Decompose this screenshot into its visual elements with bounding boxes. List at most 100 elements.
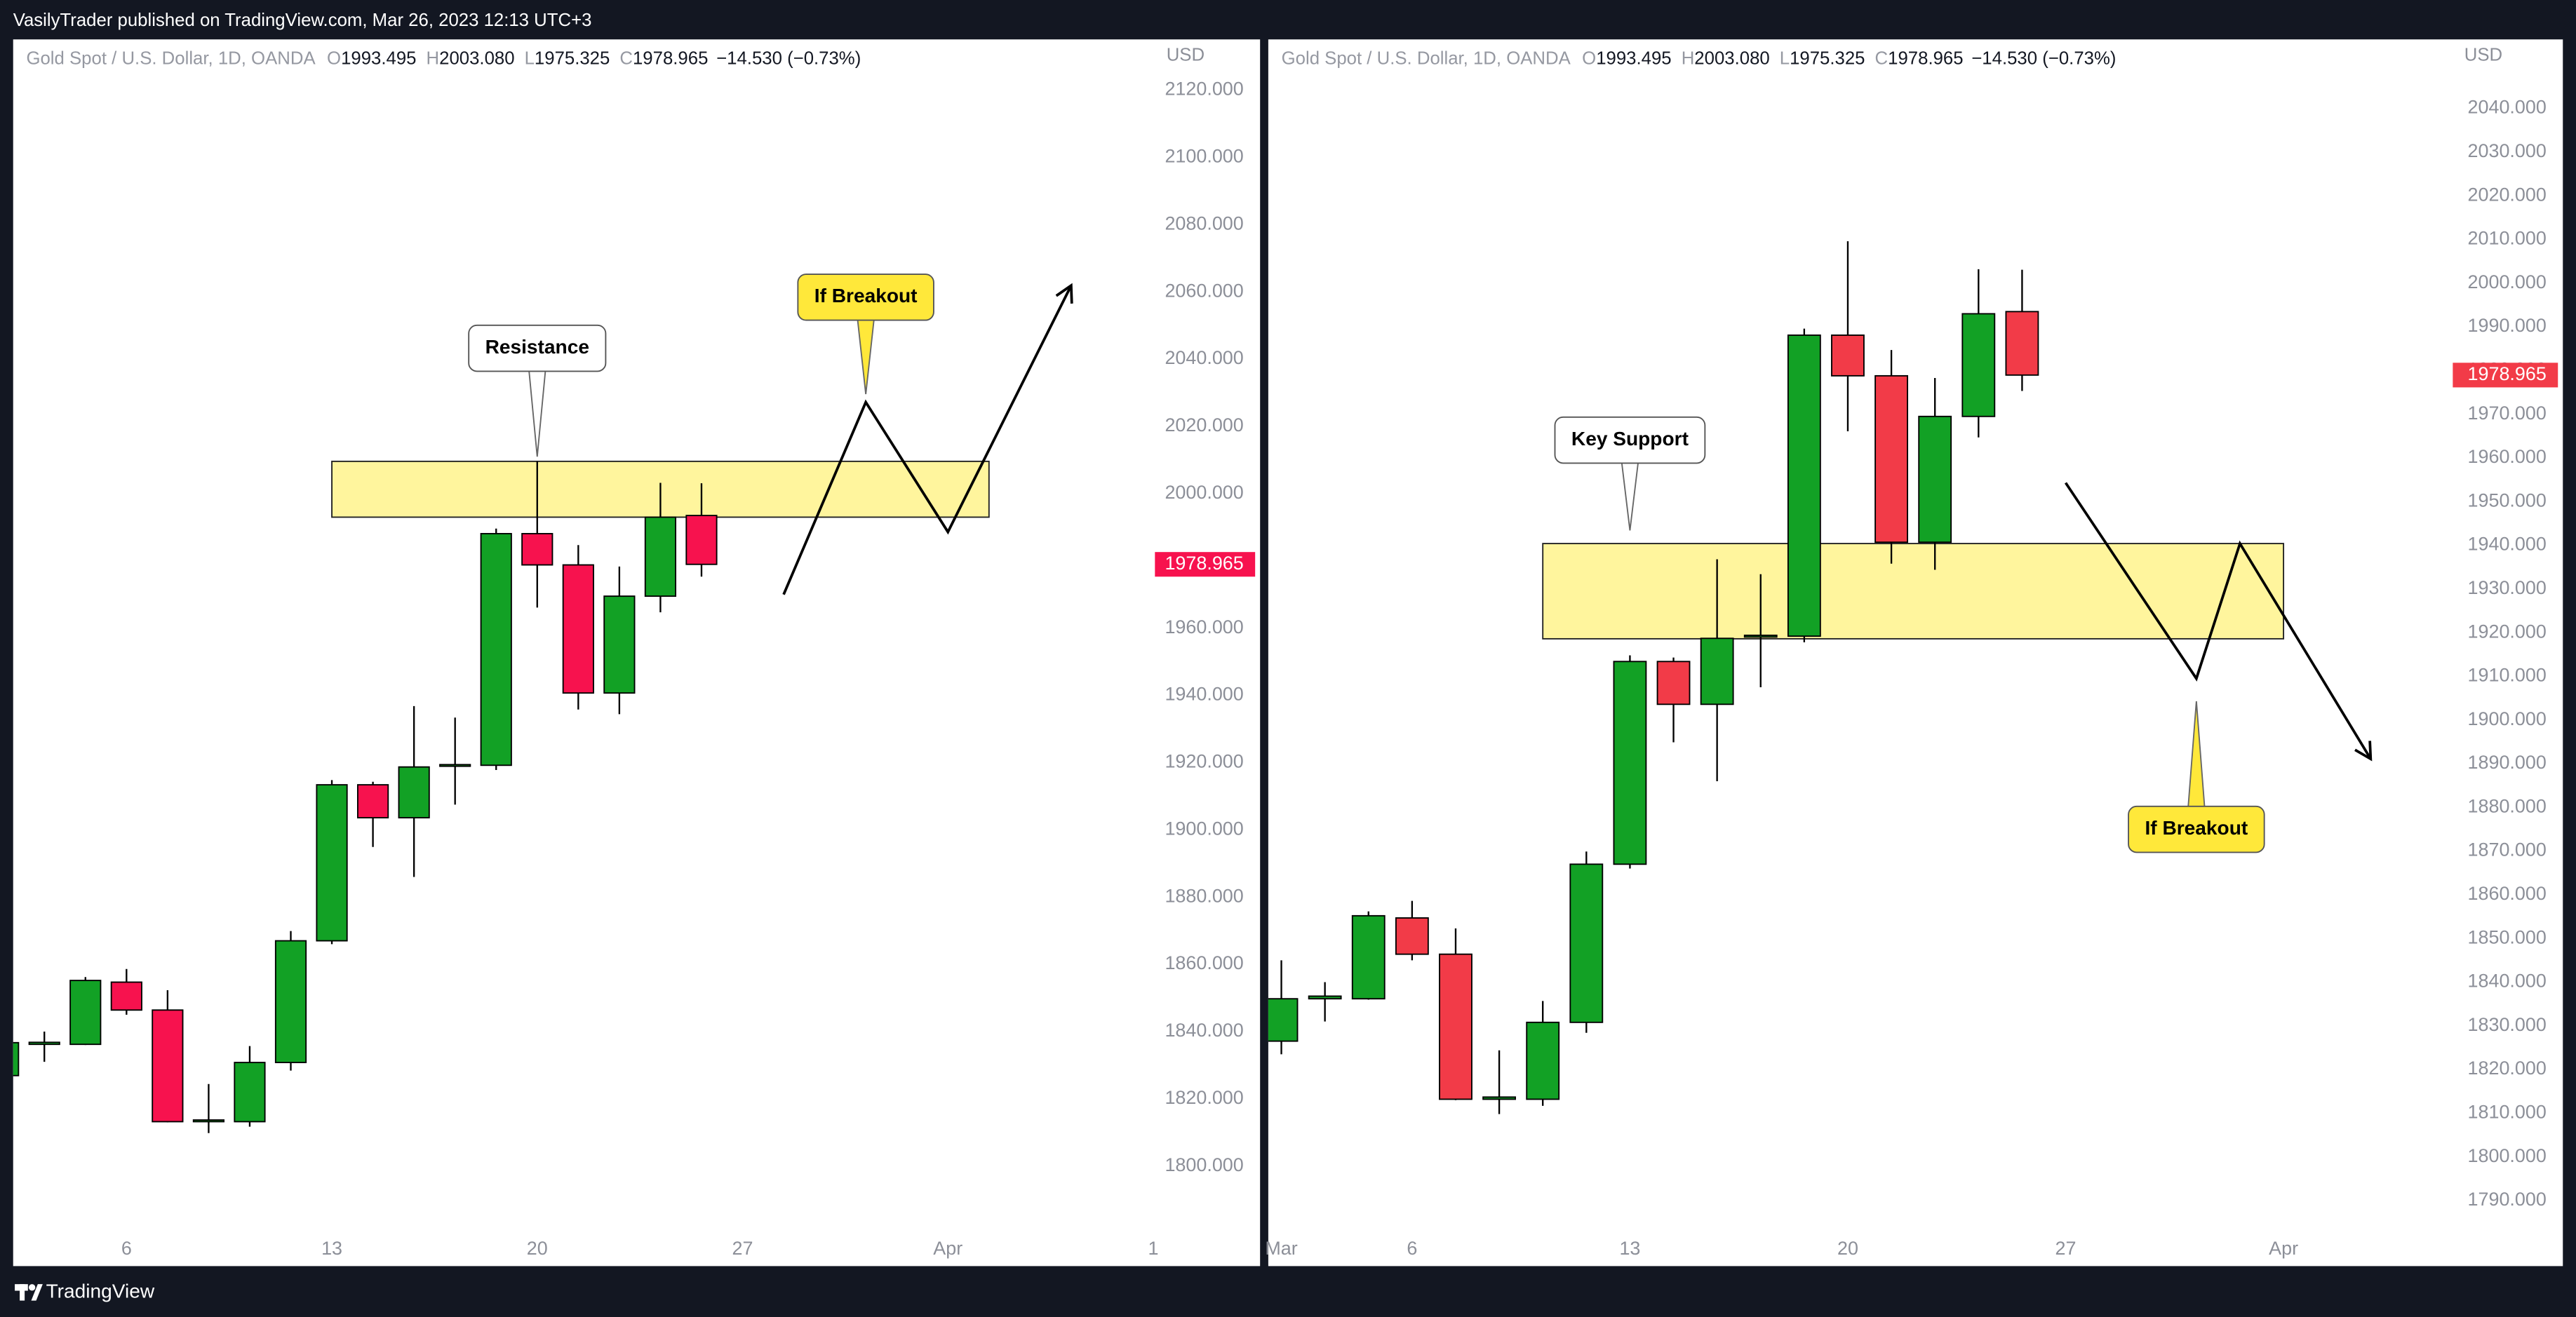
callout: Resistance <box>468 324 607 457</box>
candle-body <box>1700 637 1734 705</box>
candle-body <box>234 1062 266 1123</box>
candle-body <box>1918 415 1952 543</box>
candle-body <box>439 764 471 767</box>
y-tick-label: 1910.000 <box>2468 665 2547 686</box>
candle-body <box>1874 374 1909 543</box>
legend-value: 2003.080 <box>439 48 514 68</box>
legend-value: 1993.495 <box>341 48 416 68</box>
last-price-label: 1978.965 <box>2468 363 2547 384</box>
legend-change: −14.530 (−0.73%) <box>716 48 861 68</box>
x-tick-label: 13 <box>1619 1238 1640 1259</box>
y-tick-label: 2000.000 <box>2468 271 2547 292</box>
axis-currency: USD <box>2464 45 2502 65</box>
y-tick-label: 1820.000 <box>1165 1087 1243 1108</box>
candle-body <box>1831 335 1865 377</box>
legend-key: O <box>1582 48 1596 68</box>
candle-body <box>2005 311 2039 376</box>
y-tick-label: 1860.000 <box>1165 952 1243 973</box>
arrow-head <box>2354 741 2373 762</box>
legend-key: C <box>619 48 633 68</box>
callout-text: If Breakout <box>2145 817 2248 839</box>
legend-value: 1975.325 <box>535 48 610 68</box>
chart-panel: Key Support If Breakout 1790.000 1800.000 18… <box>1265 39 2563 1267</box>
candle-body <box>562 564 594 694</box>
legend: Gold Spot / U.S. Dollar, 1D, OANDA O1993.… <box>26 48 861 68</box>
x-tick-label: Apr <box>2269 1238 2298 1259</box>
legend-key: L <box>525 48 535 68</box>
axis-currency: USD <box>1167 45 1205 65</box>
legend: Gold Spot / U.S. Dollar, 1D, OANDA O1993.… <box>1282 48 2117 68</box>
candle-body <box>1613 661 1647 865</box>
candle-body <box>603 595 636 694</box>
candle-body <box>316 784 348 942</box>
y-tick-label: 1880.000 <box>1165 885 1243 906</box>
chart-panel: Resistance If Breakout 1800.000 1820.000 184… <box>13 39 1261 1267</box>
arrow-head <box>1055 283 1073 304</box>
publish-info: VasilyTrader published on TradingView.co… <box>13 11 592 30</box>
x-tick-label: Apr <box>933 1238 962 1259</box>
y-tick-label: 2040.000 <box>1165 347 1243 368</box>
projection-path <box>782 285 1073 595</box>
callout: Key Support <box>1554 416 1706 531</box>
candle-body <box>1395 917 1429 955</box>
y-tick-label: 1940.000 <box>2468 534 2547 555</box>
y-tick-label: 1900.000 <box>1165 818 1243 839</box>
legend-value: 2003.080 <box>1694 48 1769 68</box>
y-tick-label: 1920.000 <box>1165 751 1243 772</box>
y-tick-label: 1800.000 <box>1165 1154 1243 1175</box>
panel-background <box>13 39 1261 1267</box>
candle-body <box>110 981 142 1011</box>
callout: If Breakout <box>2128 701 2265 853</box>
y-tick-label: 1930.000 <box>2468 577 2547 598</box>
candle-body <box>356 784 389 819</box>
y-tick-label: 1940.000 <box>1165 684 1243 705</box>
candle-body <box>274 940 307 1064</box>
candle-body <box>1439 953 1473 1100</box>
legend-key: H <box>427 48 440 68</box>
legend-key: O <box>327 48 341 68</box>
plot-area: Key Support If Breakout <box>1268 241 2373 1114</box>
legend-title: Gold Spot / U.S. Dollar, 1D, OANDA <box>26 48 316 68</box>
candle-body <box>644 516 677 597</box>
legend-change: −14.530 (−0.73%) <box>1971 48 2116 68</box>
tv-logo <box>15 1284 43 1301</box>
callout-text: If Breakout <box>814 285 918 306</box>
y-tick-label: 2120.000 <box>1165 79 1243 100</box>
x-tick-label: 20 <box>1837 1238 1858 1259</box>
y-tick-label: 1920.000 <box>2468 621 2547 642</box>
y-tick-label: 2000.000 <box>1165 482 1243 503</box>
candle-body <box>1482 1096 1517 1100</box>
legend-value: 1993.495 <box>1596 48 1671 68</box>
y-tick-label: 2080.000 <box>1165 212 1243 234</box>
candle-body <box>480 533 512 766</box>
footer-brand: TradingView <box>46 1280 155 1302</box>
y-tick-label: 1880.000 <box>2468 795 2547 816</box>
y-tick-label: 1870.000 <box>2468 839 2547 860</box>
callout-box <box>1554 416 1706 464</box>
last-price-box <box>2453 363 2558 388</box>
x-tick-label: 6 <box>121 1238 132 1259</box>
legend-key: H <box>1682 48 1695 68</box>
y-tick-label: 1820.000 <box>2468 1058 2547 1079</box>
legend-key: C <box>1875 48 1889 68</box>
legend-title: Gold Spot / U.S. Dollar, 1D, OANDA <box>1282 48 1571 68</box>
y-tick-label: 1890.000 <box>2468 752 2547 773</box>
legend-key: L <box>1780 48 1790 68</box>
y-tick-label: 1960.000 <box>2468 446 2547 467</box>
y-tick-label: 1900.000 <box>2468 708 2547 729</box>
y-tick-label: 2030.000 <box>2468 140 2547 161</box>
candle-body <box>69 980 102 1046</box>
candle-body <box>1526 1021 1560 1100</box>
candle-body <box>1268 998 1299 1042</box>
y-tick-label: 2010.000 <box>2468 228 2547 249</box>
candle-body <box>192 1119 225 1123</box>
legend-value: 1978.965 <box>633 48 708 68</box>
y-tick-label: 1840.000 <box>2468 971 2547 992</box>
panel-background <box>1268 39 2563 1267</box>
candle-body <box>28 1041 60 1046</box>
y-tick-label: 1960.000 <box>1165 616 1243 637</box>
x-tick-label: 20 <box>527 1238 548 1259</box>
y-tick-label: 2020.000 <box>2468 184 2547 205</box>
y-tick-label: 2020.000 <box>1165 414 1243 435</box>
callout-text: Key Support <box>1571 428 1689 450</box>
